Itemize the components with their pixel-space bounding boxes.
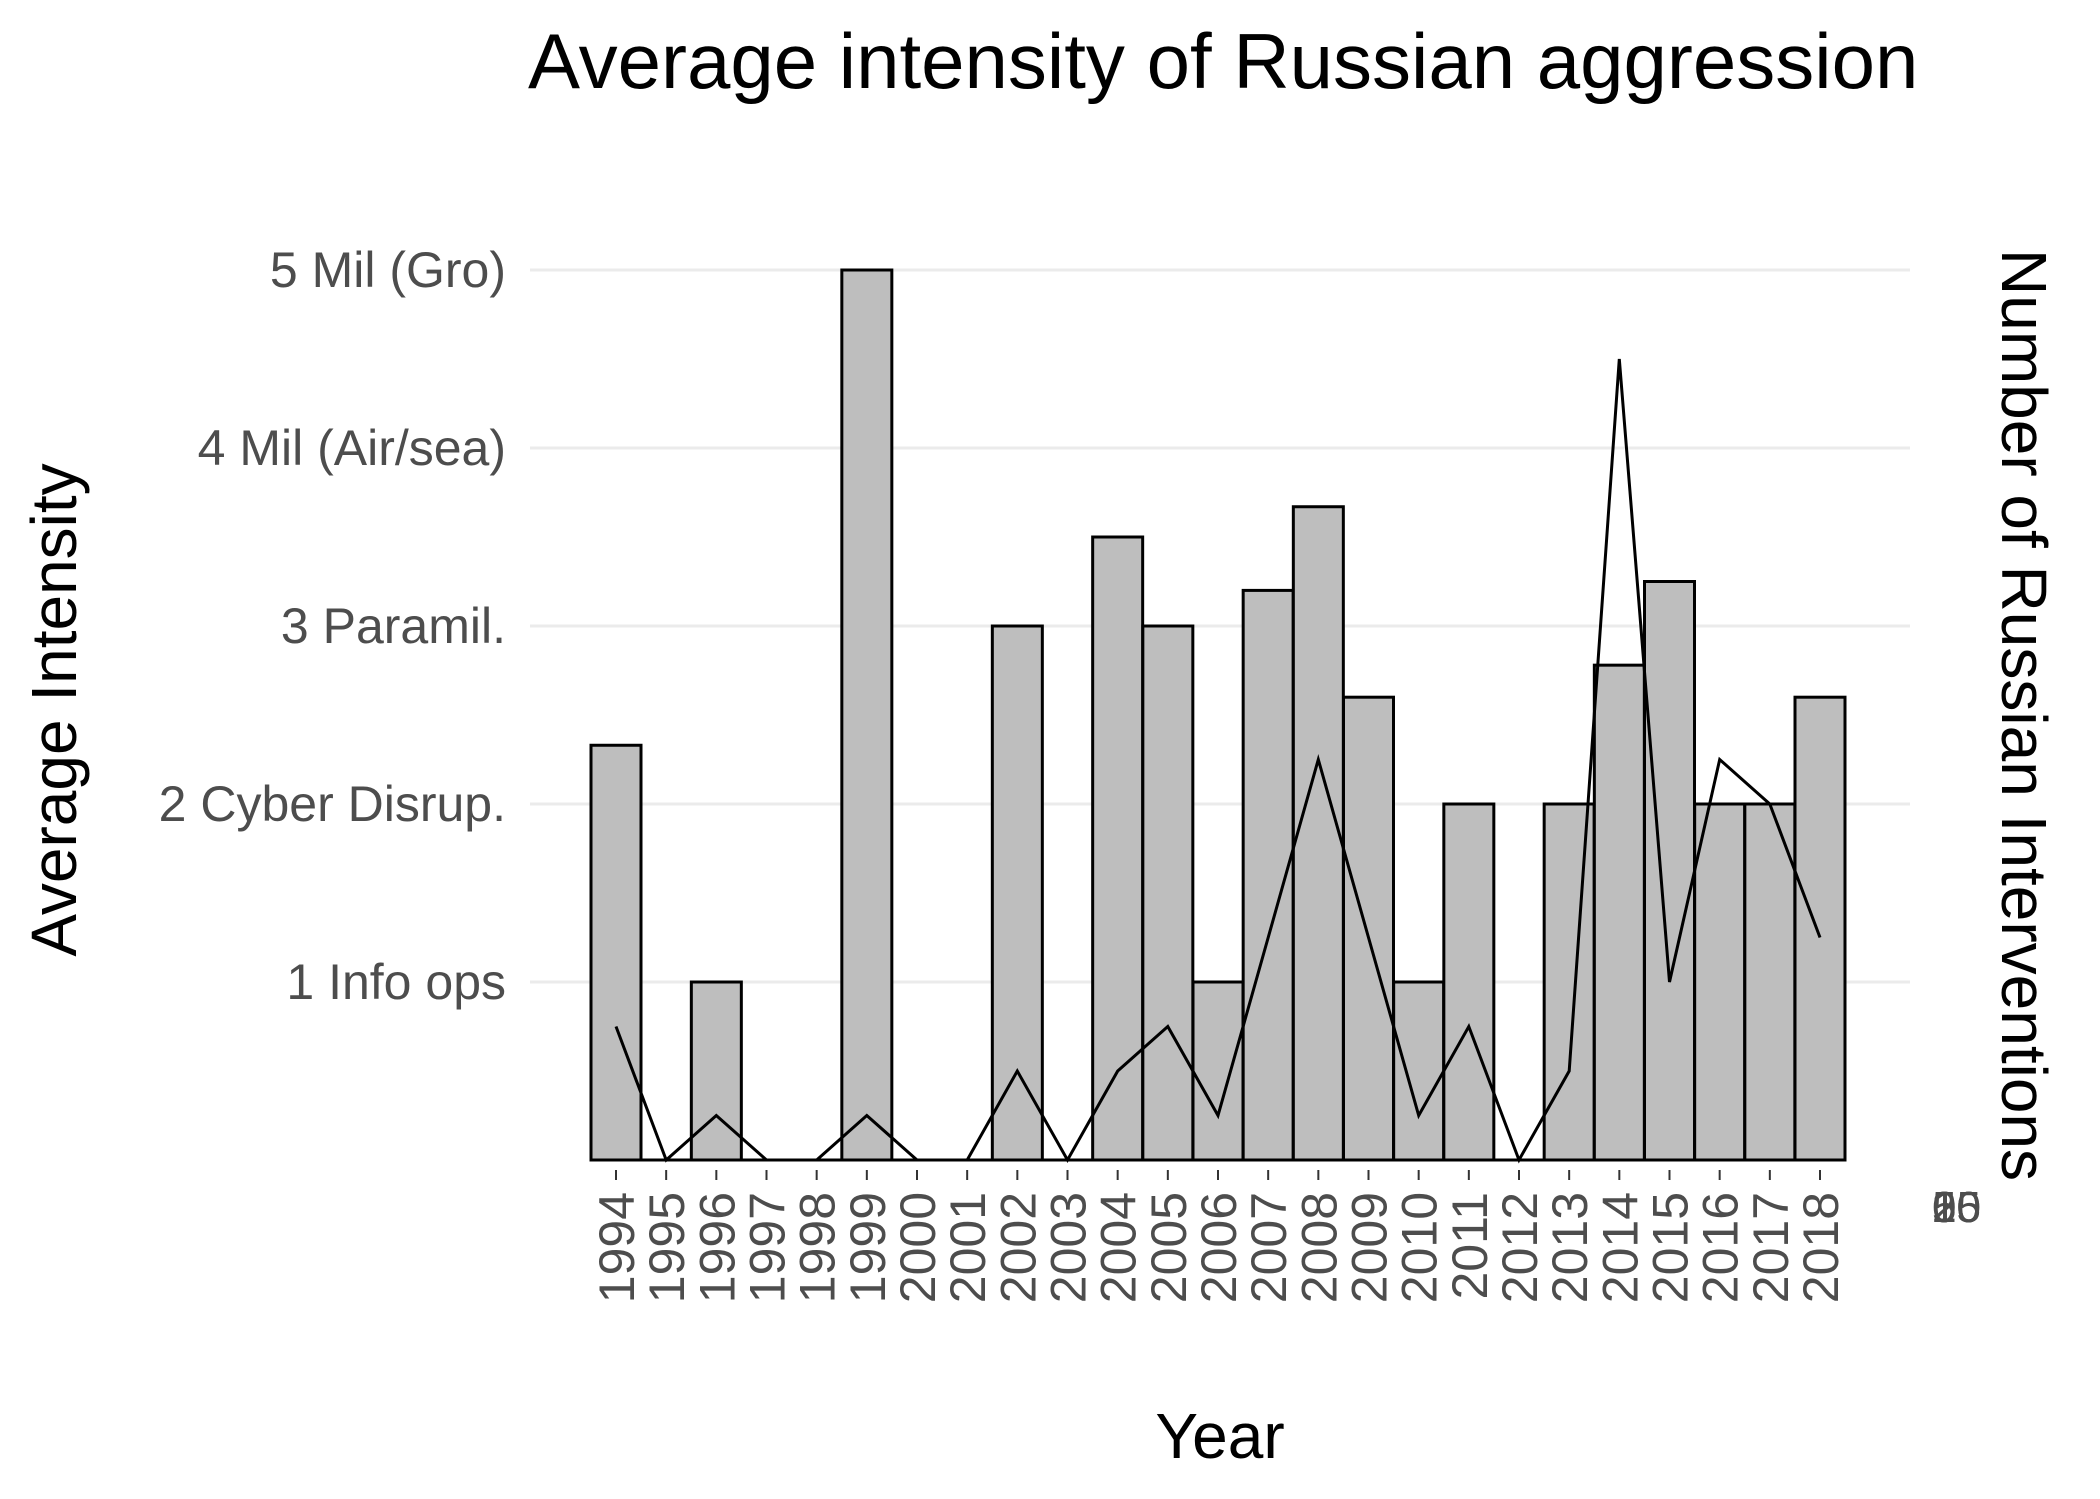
- y-tick-label-1: 2 Cyber Disrup.: [159, 776, 506, 832]
- intervention-series-line: [614, 358, 1822, 1164]
- bar-2010: [1392, 980, 1446, 1162]
- x-axis-title: Year: [1155, 1400, 1284, 1472]
- x-tick-label-2017: 2017: [1743, 1192, 1799, 1303]
- y-axis-title: Average Intensity: [18, 463, 90, 956]
- x-tick-label-2001: 2001: [940, 1192, 996, 1303]
- x-tick-label-2000: 2000: [890, 1192, 946, 1303]
- x-tick-label-1995: 1995: [639, 1192, 695, 1303]
- x-tick-label-1998: 1998: [790, 1192, 846, 1303]
- bar-2004: [1091, 535, 1145, 1162]
- x-tick-label-1994: 1994: [589, 1192, 645, 1303]
- intervention-line: [614, 358, 1822, 1164]
- x-tick-label-2009: 2009: [1342, 1192, 1398, 1303]
- x-tick-label-2018: 2018: [1793, 1192, 1849, 1303]
- y2-tick-label-3: 15: [1932, 1183, 1981, 1232]
- chart-title: Average intensity of Russian aggression: [528, 17, 1918, 105]
- bar-2011: [1442, 802, 1496, 1162]
- secondary-y-axis-title: Number of Russian Interventions: [1988, 249, 2060, 1181]
- x-tick-label-1996: 1996: [689, 1192, 745, 1303]
- y-tick-label-2: 3 Paramil.: [281, 598, 506, 654]
- x-tick-label-2007: 2007: [1241, 1192, 1297, 1303]
- x-tick-label-2010: 2010: [1392, 1192, 1448, 1303]
- x-tick-label-2002: 2002: [990, 1192, 1046, 1303]
- bar-2016: [1693, 802, 1747, 1162]
- x-tick-label-2016: 2016: [1693, 1192, 1749, 1303]
- bar-2015: [1643, 580, 1696, 1162]
- y-tick-label-3: 4 Mil (Air/sea): [198, 420, 506, 476]
- bar-2005: [1141, 624, 1195, 1162]
- bar-1994: [589, 743, 643, 1162]
- bar-2002: [990, 624, 1044, 1162]
- bar-1996: [689, 980, 743, 1162]
- bar-2013: [1542, 802, 1596, 1162]
- x-tick-label-2008: 2008: [1291, 1192, 1347, 1303]
- x-tick-label-2011: 2011: [1442, 1192, 1498, 1300]
- x-tick-label-2003: 2003: [1041, 1192, 1097, 1303]
- bar-2014: [1592, 663, 1646, 1162]
- x-tick-label-2014: 2014: [1592, 1192, 1648, 1303]
- x-tick-label-2015: 2015: [1643, 1192, 1699, 1303]
- y-axis: 1 Info ops 2 Cyber Disrup. 3 Paramil. 4 Mil…: [159, 242, 506, 1010]
- y2-tick-label-2: 10: [1932, 1183, 1981, 1232]
- bar-2017: [1743, 802, 1797, 1162]
- bar-2006: [1191, 980, 1245, 1162]
- x-tick-label-2013: 2013: [1542, 1192, 1598, 1303]
- x-tick-label-2012: 2012: [1492, 1192, 1548, 1303]
- y2-tick-label-0: 0: [1932, 1183, 1956, 1232]
- bar-2009: [1342, 695, 1395, 1162]
- y-tick-label-4: 5 Mil (Gro): [270, 242, 506, 298]
- x-tick-label-1999: 1999: [840, 1192, 896, 1303]
- x-tick-label-2004: 2004: [1091, 1192, 1147, 1303]
- bars: [589, 268, 1847, 1162]
- y-tick-label-0: 1 Info ops: [286, 954, 506, 1010]
- x-axis: 1994199519961997199819992000200120022003…: [589, 1170, 1849, 1303]
- bar-2018: [1793, 695, 1847, 1162]
- bar-2008: [1291, 505, 1345, 1162]
- y2-tick-label-1: 5: [1932, 1183, 1956, 1232]
- y2-tick-label-4: 20: [1932, 1183, 1981, 1232]
- x-tick-label-2006: 2006: [1191, 1192, 1247, 1303]
- bar-1999: [840, 268, 894, 1162]
- x-tick-label-1997: 1997: [740, 1192, 796, 1303]
- x-tick-label-2005: 2005: [1141, 1192, 1197, 1303]
